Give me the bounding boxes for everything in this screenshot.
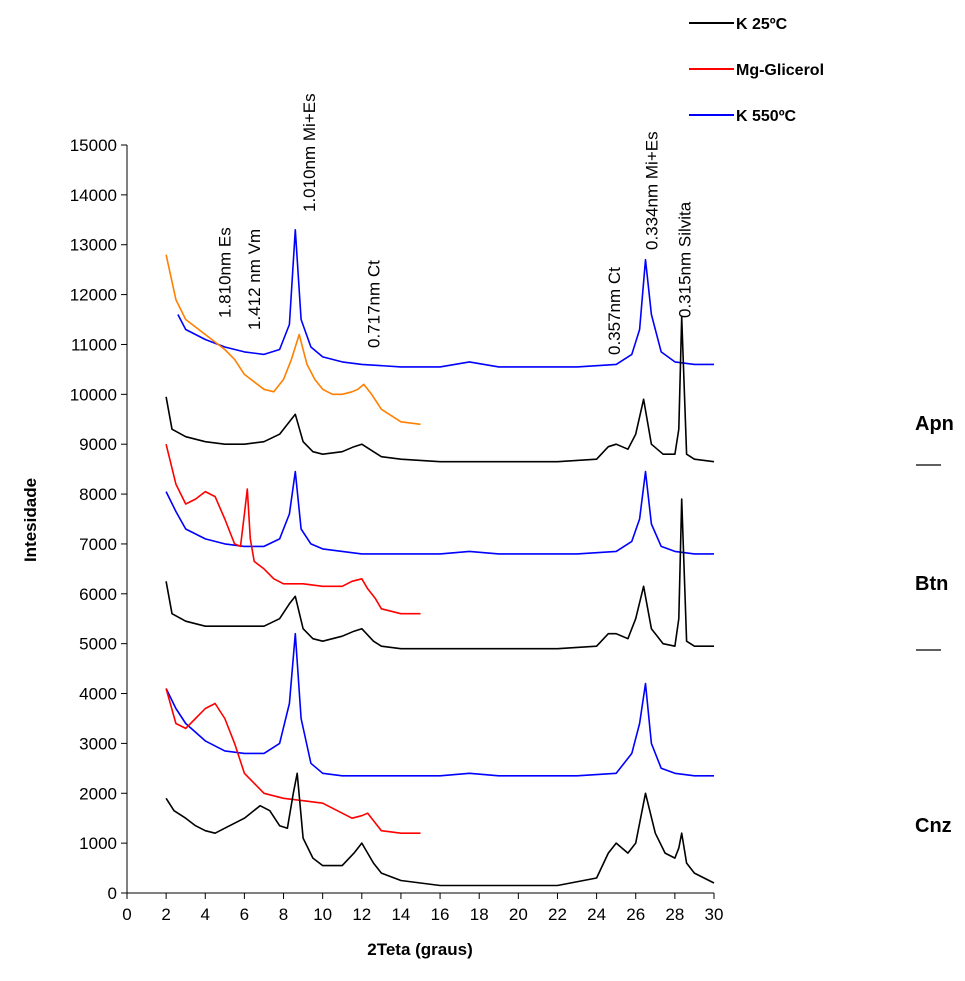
y-tick-label: 13000 <box>70 236 117 255</box>
y-tick-label: 4000 <box>79 685 117 704</box>
axes: 0 2 4 6 8 10 12 14 16 18 20 22 24 26 28 300100020003000… <box>70 136 724 924</box>
legend-label: Mg-Glicerol <box>736 62 824 79</box>
x-tick-label: 20 <box>509 905 528 924</box>
x-tick-label: 10 <box>313 905 332 924</box>
y-tick-label: 2000 <box>79 784 117 803</box>
annotations-layer: 1.810nm Es 1.412 nm Vm 1.010nm Mi+Es 0.717n… <box>216 93 695 355</box>
series-apn-mg-glicerol <box>165 254 421 426</box>
series-cnz-k-25-c <box>165 772 715 887</box>
x-tick-label: 28 <box>665 905 684 924</box>
legend-label: K 550ºC <box>736 108 797 125</box>
y-tick-label: 5000 <box>79 635 117 654</box>
peak-annotation: 0.357nm Ct <box>605 267 624 355</box>
peak-annotation: 0.334nm Mi+Es <box>642 131 661 250</box>
sample-label: Cnz <box>915 815 952 837</box>
y-tick-label: 10000 <box>70 385 117 404</box>
y-axis-title: Intesidade <box>21 478 40 562</box>
series-btn-k-25-c <box>165 498 714 650</box>
series-cnz-mg-glicerol <box>165 688 421 835</box>
y-tick-label: 11000 <box>71 335 117 354</box>
peak-annotation: 0.315nm Silvita <box>676 201 695 318</box>
x-tick-label: 14 <box>391 905 410 924</box>
x-tick-label: 2 <box>161 905 170 924</box>
x-tick-label: 6 <box>240 905 249 924</box>
x-tick-label: 0 <box>122 905 131 924</box>
y-tick-label: 1000 <box>79 834 117 853</box>
legend: K 25ºC Mg-Glicerol K 550ºC <box>689 16 824 125</box>
x-axis-title: 2Teta (graus) <box>367 940 473 959</box>
y-tick-label: 8000 <box>79 485 117 504</box>
x-tick-label: 8 <box>279 905 288 924</box>
x-tick-label: 12 <box>352 905 371 924</box>
peak-annotation: 0.717nm Ct <box>364 260 383 348</box>
x-tick-label: 4 <box>201 905 210 924</box>
sample-label: Btn <box>915 573 948 595</box>
x-tick-label: 18 <box>470 905 489 924</box>
y-tick-label: 15000 <box>70 136 117 155</box>
series-apn-k-550-c <box>177 229 714 368</box>
sample-labels: Apn Btn Cnz <box>915 413 954 837</box>
y-tick-label: 14000 <box>70 186 117 205</box>
y-tick-label: 6000 <box>79 585 117 604</box>
y-tick-label: 0 <box>108 884 117 903</box>
series-cnz-k-550-c <box>165 632 714 777</box>
series-apn-k-25-c <box>165 316 715 463</box>
x-tick-label: 26 <box>626 905 645 924</box>
series-layer <box>165 229 715 887</box>
sample-label: Apn <box>915 413 954 435</box>
x-tick-label: 22 <box>548 905 567 924</box>
series-btn-mg-glicerol <box>165 444 421 615</box>
peak-annotation: 1.010nm Mi+Es <box>300 93 319 212</box>
x-tick-label: 30 <box>705 905 724 924</box>
peak-annotation: 1.810nm Es <box>216 227 235 318</box>
y-tick-label: 12000 <box>70 286 117 305</box>
peak-annotation: 1.412 nm Vm <box>245 229 264 330</box>
y-tick-label: 7000 <box>79 535 117 554</box>
x-tick-label: 24 <box>587 905 606 924</box>
x-tick-label: 16 <box>431 905 450 924</box>
y-tick-label: 9000 <box>79 435 117 454</box>
legend-label: K 25ºC <box>736 16 788 33</box>
y-tick-label: 3000 <box>79 734 117 753</box>
